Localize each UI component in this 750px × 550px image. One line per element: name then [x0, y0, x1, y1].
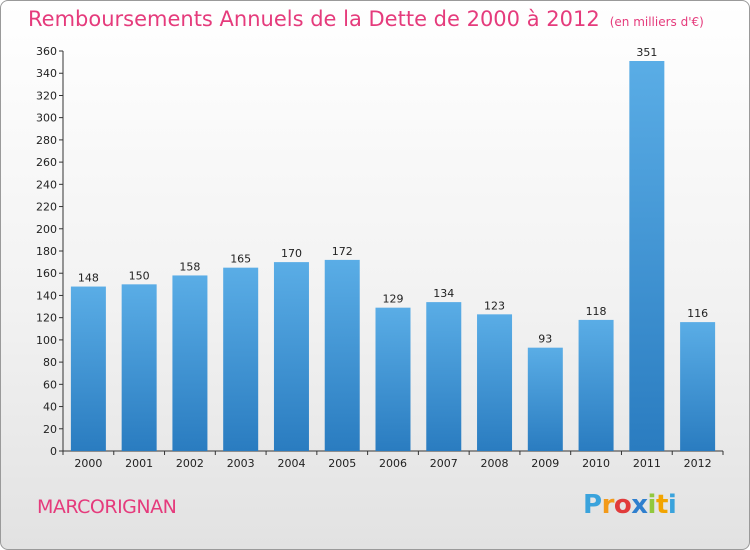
data-label: 118 [586, 305, 607, 318]
data-label: 170 [281, 247, 302, 260]
y-tick-label: 120 [36, 312, 57, 325]
x-tick-label: 2012 [684, 457, 712, 470]
x-tick-label: 2007 [430, 457, 458, 470]
logo-letter: r [601, 490, 615, 520]
y-tick-label: 320 [36, 89, 57, 102]
bar [629, 61, 665, 451]
bar [70, 286, 106, 451]
data-label: 148 [78, 272, 99, 285]
y-axis: 0 20 40 60 80 100 120 140 160 180 200 220 240 260 280 3… [36, 45, 64, 458]
x-tick-label: 2010 [582, 457, 610, 470]
logo-letter: P [583, 490, 602, 520]
bar [121, 284, 157, 451]
y-tick-label: 360 [36, 45, 57, 58]
y-tick-label: 220 [36, 201, 57, 214]
y-tick-label: 140 [36, 289, 57, 302]
logo-letter: x [631, 490, 648, 520]
bar [527, 347, 563, 451]
y-tick-label: 60 [43, 378, 57, 391]
bar [680, 322, 716, 451]
y-tick-label: 180 [36, 245, 57, 258]
x-tick-label: 2003 [227, 457, 255, 470]
bar [324, 259, 360, 451]
x-tick-label: 2002 [176, 457, 204, 470]
logo-letter: i [667, 490, 677, 520]
y-tick-label: 280 [36, 134, 57, 147]
y-tick-label: 40 [43, 401, 57, 414]
bar [578, 319, 614, 451]
y-tick-label: 260 [36, 156, 57, 169]
logo-letter: t [655, 490, 668, 520]
data-label: 129 [383, 293, 404, 306]
x-tick-label: 2005 [328, 457, 356, 470]
data-label: 150 [129, 269, 150, 282]
logo-letter: o [613, 490, 632, 520]
data-label: 158 [179, 260, 200, 273]
bar [477, 314, 513, 451]
commune-name: MARCORIGNAN [37, 496, 177, 518]
x-tick-label: 2011 [633, 457, 661, 470]
data-label: 116 [687, 307, 708, 320]
x-tick-label: 2009 [531, 457, 559, 470]
y-tick-label: 100 [36, 334, 57, 347]
logo-letter: i [647, 490, 657, 520]
chart-title: Remboursements Annuels de la Dette de 20… [28, 7, 704, 31]
y-tick-label: 160 [36, 267, 57, 280]
data-label: 165 [230, 253, 251, 266]
y-tick-label: 340 [36, 67, 57, 80]
y-tick-label: 0 [50, 445, 57, 458]
x-tick-label: 2006 [379, 457, 407, 470]
data-label: 172 [332, 245, 353, 258]
x-tick-label: 2001 [125, 457, 153, 470]
data-label: 134 [433, 287, 454, 300]
title-unit: (en milliers d'€) [609, 15, 704, 29]
y-tick-label: 200 [36, 223, 57, 236]
x-axis: 2000 2001 2002 2003 2004 2005 2006 2007 2008 2009… [62, 450, 724, 470]
bar [223, 267, 259, 451]
x-tick-label: 2008 [481, 457, 509, 470]
bar [375, 307, 411, 451]
bar [426, 302, 462, 451]
y-tick-label: 80 [43, 356, 57, 369]
x-tick-label: 2004 [277, 457, 305, 470]
bar [172, 275, 208, 451]
data-label: 351 [636, 46, 657, 59]
proxiti-logo: Proxiti [583, 490, 677, 520]
x-tick-label: 2000 [74, 457, 102, 470]
data-label: 123 [484, 299, 505, 312]
data-label: 93 [538, 333, 552, 346]
y-tick-label: 20 [43, 423, 57, 436]
y-tick-label: 300 [36, 112, 57, 125]
bars: 148 150 158 165 170 172 129 134 123 93 118 351 116 [70, 46, 716, 451]
y-tick-label: 240 [36, 178, 57, 191]
bar [273, 262, 309, 451]
title-text: Remboursements Annuels de la Dette de 20… [28, 7, 600, 31]
